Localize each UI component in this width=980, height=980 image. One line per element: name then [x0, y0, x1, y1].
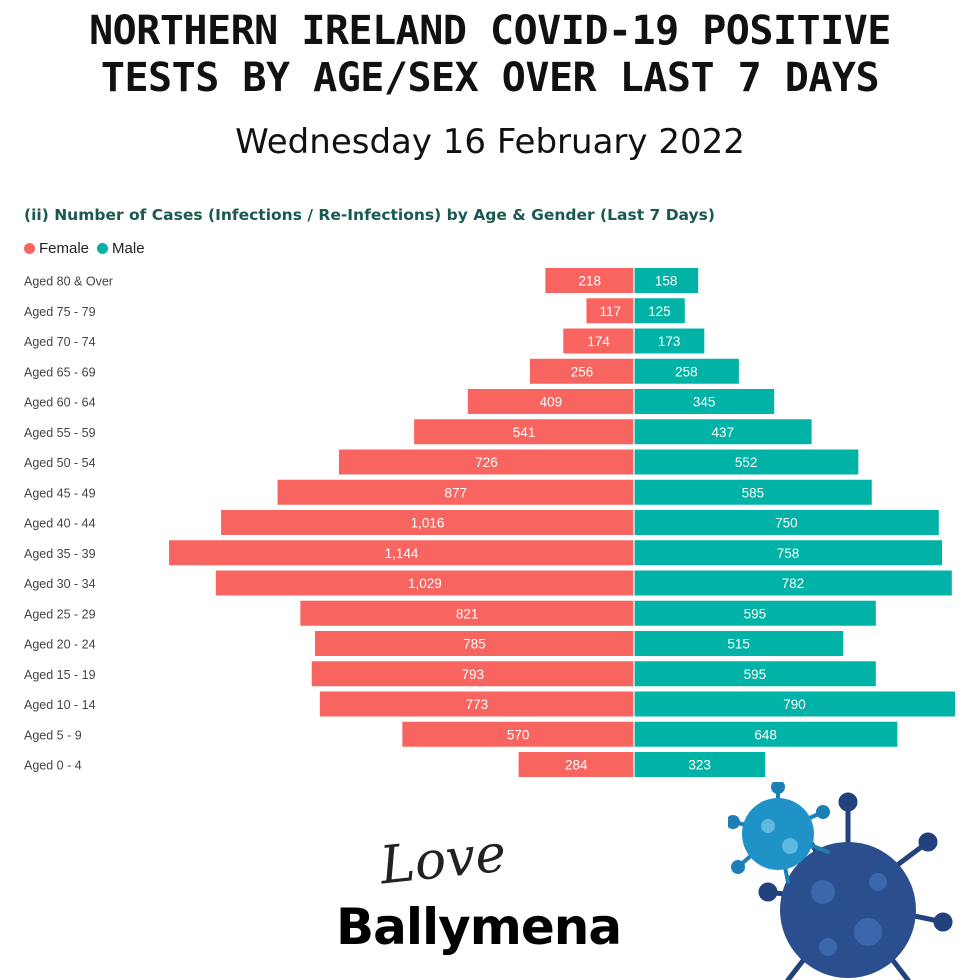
data-label-male: 515 [727, 637, 750, 652]
y-tick-label: Aged 25 - 29 [24, 607, 96, 621]
y-tick-label: Aged 35 - 39 [24, 547, 96, 561]
data-label-female: 726 [475, 455, 498, 470]
data-label-female: 218 [578, 274, 601, 289]
bar-female[interactable] [169, 540, 634, 566]
bar-male[interactable] [634, 298, 685, 324]
bar-female[interactable] [563, 328, 634, 354]
y-tick-label: Aged 15 - 19 [24, 668, 96, 682]
page-title: NORTHERN IRELAND COVID-19 POSITIVE TESTS… [89, 8, 891, 101]
population-pyramid-chart: Aged 80 & Over 218 158 Aged 75 - 79 117 125 Ag… [24, 268, 956, 777]
brand-name: Ballymena [336, 898, 622, 956]
y-tick-label: Aged 50 - 54 [24, 456, 96, 470]
bar-female[interactable] [319, 691, 634, 717]
bar-male[interactable] [634, 328, 705, 354]
bar-female[interactable] [467, 389, 634, 414]
data-label-female: 773 [466, 697, 489, 712]
data-label-male: 790 [783, 697, 806, 712]
bar-female[interactable] [414, 419, 634, 445]
data-label-male: 750 [775, 516, 798, 531]
data-label-female: 570 [507, 727, 530, 742]
data-label-male: 158 [655, 274, 678, 289]
bar-male[interactable] [634, 721, 898, 747]
y-tick-label: Aged 70 - 74 [24, 335, 96, 349]
data-label-female: 174 [587, 334, 610, 349]
data-label-male: 585 [742, 485, 765, 500]
data-label-female: 793 [462, 667, 485, 682]
bar-female[interactable] [300, 600, 634, 626]
legend-swatch-female [24, 243, 35, 254]
data-label-female: 821 [456, 606, 479, 621]
legend-item-female[interactable]: Female [24, 240, 89, 257]
y-tick-label: Aged 40 - 44 [24, 517, 96, 531]
data-label-female: 541 [513, 425, 536, 440]
bar-male[interactable] [634, 540, 943, 566]
bar-male[interactable] [634, 389, 775, 414]
bar-male[interactable] [634, 631, 844, 656]
bar-male[interactable] [634, 268, 699, 293]
bar-male[interactable] [634, 358, 739, 384]
bar-female[interactable] [221, 510, 634, 535]
bar-female[interactable] [311, 661, 634, 687]
y-tick-label: Aged 5 - 9 [24, 728, 82, 742]
y-tick-label: Aged 75 - 79 [24, 305, 96, 319]
chart-title: (ii) Number of Cases (Infections / Re-In… [24, 206, 715, 224]
data-label-male: 648 [754, 727, 777, 742]
data-label-male: 125 [648, 304, 671, 319]
virus-illustration-icon [728, 782, 953, 980]
bar-male[interactable] [634, 691, 956, 717]
data-label-female: 1,144 [385, 546, 419, 561]
data-label-male: 552 [735, 455, 758, 470]
data-label-male: 782 [782, 576, 805, 591]
data-label-male: 345 [693, 395, 716, 410]
bar-male[interactable] [634, 419, 812, 445]
y-tick-label: Aged 30 - 34 [24, 577, 96, 591]
data-label-male: 595 [744, 606, 767, 621]
data-label-male: 758 [777, 546, 800, 561]
legend-label-female: Female [39, 240, 90, 257]
bar-male[interactable] [634, 752, 766, 777]
y-tick-label: Aged 0 - 4 [24, 759, 82, 773]
bar-male[interactable] [634, 449, 859, 475]
data-label-male: 437 [712, 425, 735, 440]
data-label-male: 258 [675, 364, 698, 379]
bar-male[interactable] [634, 570, 952, 596]
data-label-female: 256 [571, 364, 594, 379]
bar-male[interactable] [634, 479, 872, 505]
legend-item-male[interactable]: Male [97, 240, 145, 257]
data-label-female: 284 [565, 758, 588, 773]
y-tick-label: Aged 45 - 49 [24, 486, 96, 500]
data-label-female: 1,016 [411, 516, 445, 531]
bar-male[interactable] [634, 661, 876, 687]
data-label-female: 1,029 [408, 576, 442, 591]
bar-female[interactable] [314, 631, 634, 656]
bar-female[interactable] [518, 752, 634, 777]
bar-female[interactable] [215, 570, 635, 596]
legend-label-male: Male [112, 240, 145, 257]
y-tick-label: Aged 80 & Over [24, 275, 113, 289]
bar-male[interactable] [634, 600, 876, 626]
bar-female[interactable] [529, 358, 634, 384]
bar-female[interactable] [545, 268, 634, 293]
bar-female[interactable] [402, 721, 634, 747]
bar-male[interactable] [634, 510, 939, 535]
y-tick-label: Aged 55 - 59 [24, 426, 96, 440]
data-label-male: 323 [688, 758, 711, 773]
data-label-female: 785 [463, 637, 486, 652]
data-label-male: 595 [744, 667, 767, 682]
y-tick-label: Aged 20 - 24 [24, 638, 96, 652]
bar-female[interactable] [338, 449, 634, 475]
data-label-female: 117 [599, 304, 621, 319]
chart-legend: Female Male [24, 240, 153, 257]
legend-swatch-male [97, 243, 109, 254]
y-tick-label: Aged 60 - 64 [24, 396, 96, 410]
bar-female[interactable] [586, 298, 634, 324]
brand-script-love: Love [377, 823, 509, 897]
y-tick-label: Aged 65 - 69 [24, 365, 96, 379]
y-tick-label: Aged 10 - 14 [24, 698, 96, 712]
bar-female[interactable] [277, 479, 634, 505]
data-label-female: 409 [540, 395, 563, 410]
page-date: Wednesday 16 February 2022 [235, 122, 745, 162]
data-label-male: 173 [658, 334, 681, 349]
data-label-female: 877 [445, 485, 468, 500]
